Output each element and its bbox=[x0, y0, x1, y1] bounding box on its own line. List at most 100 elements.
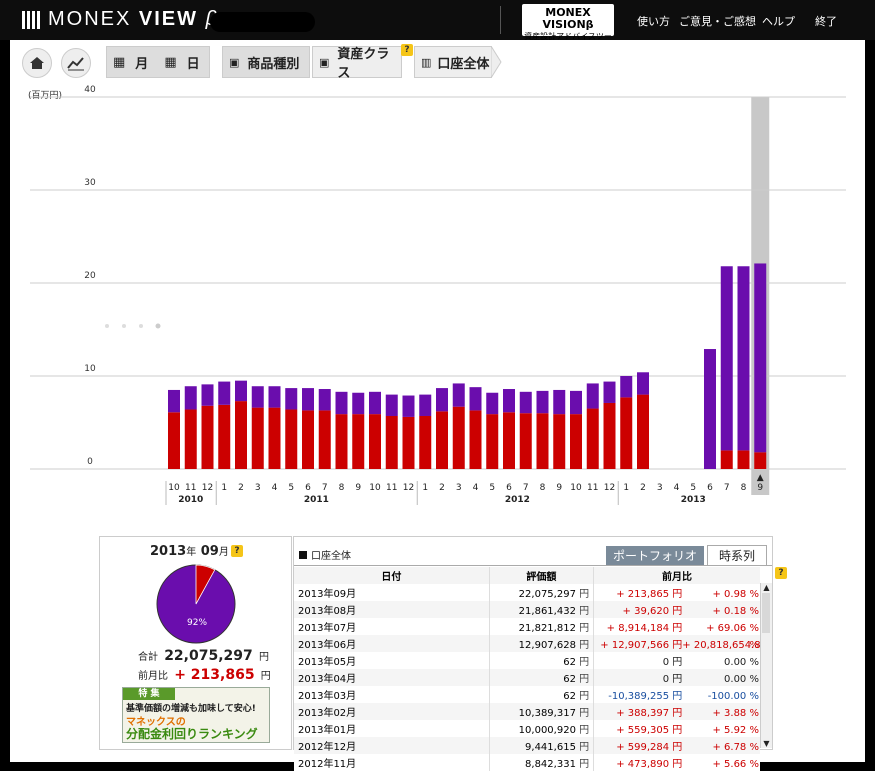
bar-purple[interactable] bbox=[402, 395, 415, 417]
bar-purple[interactable] bbox=[620, 376, 633, 398]
bar-red[interactable] bbox=[637, 394, 649, 469]
asset-class-button[interactable]: ▣ 資産クラス bbox=[312, 46, 402, 81]
bar-red[interactable] bbox=[503, 412, 515, 469]
bar-purple[interactable] bbox=[637, 372, 649, 395]
bar-red[interactable] bbox=[620, 397, 633, 469]
monex-vision-link[interactable]: MONEX VISIONβ 資産設計アドバイスツール bbox=[522, 4, 614, 53]
menu-help[interactable]: ヘルプ bbox=[762, 15, 795, 28]
bar-purple[interactable] bbox=[235, 380, 247, 402]
bar-purple[interactable] bbox=[754, 263, 767, 453]
bar-red[interactable] bbox=[184, 409, 197, 469]
help-icon[interactable]: ? bbox=[775, 567, 787, 579]
bar-purple[interactable] bbox=[385, 394, 398, 416]
table-row[interactable]: 2013年08月 21,861,432 円 + 39,620 円 + 0.18 % bbox=[294, 601, 760, 618]
table-row[interactable]: 2013年09月 22,075,297 円 + 213,865 円 + 0.98 % bbox=[294, 584, 760, 601]
bar-red[interactable] bbox=[603, 402, 616, 469]
bar-purple[interactable] bbox=[452, 383, 465, 407]
bar-red[interactable] bbox=[335, 414, 348, 469]
bar-purple[interactable] bbox=[268, 386, 281, 408]
scroll-down-icon[interactable]: ▼ bbox=[763, 739, 770, 748]
bar-purple[interactable] bbox=[720, 266, 733, 451]
table-row[interactable]: 2012年12月 9,441,615 円 + 599,284 円 + 6.78 % bbox=[294, 737, 760, 754]
menu-exit[interactable]: 終了 bbox=[815, 15, 837, 28]
bar-purple[interactable] bbox=[302, 388, 314, 411]
table-row[interactable]: 2013年07月 21,821,812 円 + 8,914,184 円 + 69.06… bbox=[294, 618, 760, 635]
bar-red[interactable] bbox=[469, 410, 482, 469]
bar-red[interactable] bbox=[570, 414, 582, 469]
bar-purple[interactable] bbox=[285, 388, 298, 410]
bar-purple[interactable] bbox=[519, 391, 532, 414]
bar-purple[interactable] bbox=[352, 392, 365, 415]
month-button[interactable]: 月 bbox=[135, 56, 149, 72]
diff-percent: + 69.06 bbox=[706, 623, 747, 634]
bar-red[interactable] bbox=[402, 416, 415, 469]
table-row[interactable]: 2013年04月 62 円 0 円 0.00 % bbox=[294, 669, 760, 686]
scroll-thumb[interactable] bbox=[762, 593, 770, 633]
help-icon[interactable]: ? bbox=[231, 545, 243, 557]
table-row[interactable]: 2013年01月 10,000,920 円 + 559,305 円 + 5.92 % bbox=[294, 720, 760, 737]
scroll-up-icon[interactable]: ▲ bbox=[763, 583, 770, 592]
day-button[interactable]: 日 bbox=[186, 56, 200, 72]
bar-red[interactable] bbox=[235, 401, 247, 469]
chart-view-button[interactable] bbox=[61, 48, 91, 78]
bar-red[interactable] bbox=[302, 410, 314, 469]
bar-red[interactable] bbox=[519, 413, 532, 469]
menu-feedback[interactable]: ご意見・ご感想 bbox=[679, 15, 756, 28]
ranking-banner[interactable]: 特 集 基準価額の増減も加味して安心! マネックスの 分配金利回りランキング bbox=[122, 687, 270, 743]
bar-purple[interactable] bbox=[184, 386, 197, 410]
bar-red[interactable] bbox=[285, 409, 298, 469]
table-row[interactable]: 2012年11月 8,842,331 円 + 473,890 円 + 5.66 % bbox=[294, 754, 760, 771]
bar-purple[interactable] bbox=[570, 390, 582, 415]
bar-red[interactable] bbox=[536, 413, 549, 469]
bar-red[interactable] bbox=[720, 450, 733, 469]
bar-red[interactable] bbox=[318, 410, 331, 469]
bar-purple[interactable] bbox=[469, 387, 482, 411]
tab-portfolio[interactable]: ポートフォリオ bbox=[606, 546, 704, 566]
bar-purple[interactable] bbox=[168, 389, 180, 413]
bar-red[interactable] bbox=[168, 412, 180, 469]
table-row[interactable]: 2013年03月 62 円 -10,389,255 円 -100.00 % bbox=[294, 686, 760, 703]
bar-purple[interactable] bbox=[503, 389, 515, 413]
account-all-button[interactable]: ▥ 口座全体 bbox=[414, 46, 492, 78]
product-type-button[interactable]: ▣ 商品種別 bbox=[222, 46, 310, 78]
bar-purple[interactable] bbox=[218, 381, 231, 405]
bar-red[interactable] bbox=[218, 404, 231, 469]
bar-purple[interactable] bbox=[436, 388, 448, 412]
bar-purple[interactable] bbox=[486, 392, 499, 415]
table-scrollbar[interactable]: ▲ ▼ bbox=[760, 583, 772, 748]
bar-purple[interactable] bbox=[335, 391, 348, 415]
bar-purple[interactable] bbox=[704, 349, 716, 469]
bar-red[interactable] bbox=[352, 414, 365, 469]
bar-red[interactable] bbox=[385, 415, 398, 469]
bar-red[interactable] bbox=[737, 450, 750, 469]
help-icon[interactable]: ? bbox=[401, 44, 413, 56]
bar-red[interactable] bbox=[419, 415, 432, 469]
table-row[interactable]: 2013年06月 12,907,628 円 + 12,907,566 円+ 20,8… bbox=[294, 635, 767, 652]
bar-red[interactable] bbox=[369, 414, 381, 469]
bar-purple[interactable] bbox=[586, 383, 599, 409]
bar-red[interactable] bbox=[201, 405, 214, 469]
bar-red[interactable] bbox=[486, 414, 499, 469]
bar-purple[interactable] bbox=[419, 394, 432, 416]
bar-purple[interactable] bbox=[536, 390, 549, 414]
home-button[interactable] bbox=[22, 48, 52, 78]
bar-purple[interactable] bbox=[318, 389, 331, 411]
bar-red[interactable] bbox=[452, 406, 465, 469]
bar-purple[interactable] bbox=[737, 266, 750, 451]
bar-purple[interactable] bbox=[603, 381, 616, 403]
bar-purple[interactable] bbox=[553, 389, 566, 415]
table-row[interactable]: 2013年05月 62 円 0 円 0.00 % bbox=[294, 652, 760, 669]
bar-red[interactable] bbox=[268, 407, 281, 469]
bar-purple[interactable] bbox=[251, 386, 264, 408]
banner-tag: 特 集 bbox=[123, 688, 175, 700]
menu-usage[interactable]: 使い方 bbox=[637, 15, 670, 28]
table-row[interactable]: 2013年02月 10,389,317 円 + 388,397 円 + 3.88 % bbox=[294, 703, 760, 720]
bar-red[interactable] bbox=[553, 414, 566, 469]
tab-timeseries[interactable]: 時系列 bbox=[707, 545, 767, 565]
bar-red[interactable] bbox=[251, 407, 264, 469]
bar-purple[interactable] bbox=[201, 384, 214, 406]
bar-red[interactable] bbox=[754, 452, 767, 469]
bar-red[interactable] bbox=[586, 408, 599, 469]
bar-purple[interactable] bbox=[369, 391, 381, 415]
bar-red[interactable] bbox=[436, 411, 448, 469]
